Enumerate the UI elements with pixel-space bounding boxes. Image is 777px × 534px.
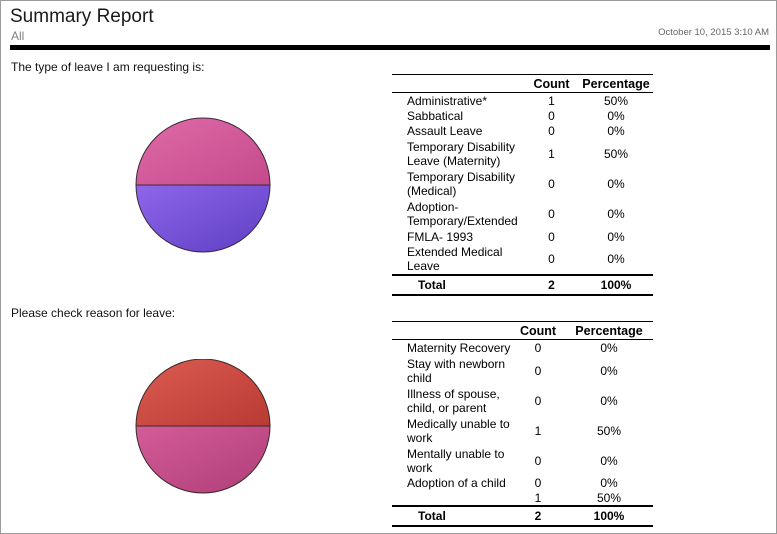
pie-chart-leave-type xyxy=(135,117,271,253)
table-row: Adoption- Temporary/Extended 0 0% xyxy=(392,199,653,229)
row-label: FMLA- 1993 xyxy=(407,229,474,244)
pie-slice-maternity xyxy=(135,117,271,186)
column-percentage-header: Percentage xyxy=(582,77,650,91)
table-row: Illness of spouse, child, or parent 0 0% xyxy=(392,386,653,416)
row-count: 0 xyxy=(534,340,542,355)
total-percentage: 100% xyxy=(600,277,632,292)
row-percentage: 0% xyxy=(600,393,618,408)
row-count: 0 xyxy=(548,124,555,138)
row-count: 1 xyxy=(534,490,542,505)
row-percentage: 0% xyxy=(600,476,618,490)
row-percentage: 0% xyxy=(600,340,618,355)
table-row: Assault Leave 0 0% xyxy=(392,124,653,139)
row-percentage: 50% xyxy=(596,423,622,438)
total-percentage: 100% xyxy=(593,508,625,523)
row-count: 0 xyxy=(534,453,542,468)
row-label: Temporary Disability (Medical) xyxy=(407,169,516,198)
row-label: Mentally unable to work xyxy=(407,446,505,475)
row-count: 0 xyxy=(548,252,555,266)
table-leave-reason: Count Percentage Maternity Recovery 0 0%… xyxy=(392,321,653,527)
row-percentage: 0% xyxy=(607,176,625,191)
row-count: 0 xyxy=(548,176,555,191)
table-leave-type: Count Percentage Administrative* 1 50% S… xyxy=(392,74,653,296)
table-total-row: Total 2 100% xyxy=(392,505,653,526)
pie-chart-leave-reason xyxy=(135,359,271,494)
row-percentage: 50% xyxy=(596,490,622,505)
row-label: Sabbatical xyxy=(407,109,464,123)
table-row: FMLA- 1993 0 0% xyxy=(392,229,653,245)
table-total-row: Total 2 100% xyxy=(392,274,653,295)
column-count-header: Count xyxy=(519,324,557,338)
row-percentage: 50% xyxy=(603,93,629,108)
total-count: 2 xyxy=(534,508,542,523)
pie-slice-administrative xyxy=(135,184,271,253)
row-label: Stay with newborn child xyxy=(407,356,506,385)
row-label: Medically unable to work xyxy=(407,416,510,445)
total-count: 2 xyxy=(548,277,555,292)
question-leave-type: The type of leave I am requesting is: xyxy=(11,60,205,74)
total-label: Total xyxy=(418,508,446,523)
row-label: Maternity Recovery xyxy=(407,340,511,355)
row-count: 0 xyxy=(548,206,555,221)
row-count: 1 xyxy=(548,93,555,108)
report-timestamp: October 10, 2015 3:10 AM xyxy=(658,27,769,38)
row-percentage: 0% xyxy=(607,252,625,266)
table-row: Maternity Recovery 0 0% xyxy=(392,340,653,356)
column-percentage-header: Percentage xyxy=(575,324,643,338)
row-percentage: 0% xyxy=(600,453,618,468)
report-filter: All xyxy=(11,29,25,43)
table-header-row: Count Percentage xyxy=(392,74,653,93)
row-percentage: 50% xyxy=(603,146,629,161)
page-title: Summary Report xyxy=(10,6,154,27)
row-label: Adoption- Temporary/Extended xyxy=(407,199,518,228)
table-row: Sabbatical 0 0% xyxy=(392,109,653,124)
table-row: Mentally unable to work 0 0% xyxy=(392,446,653,476)
row-count: 0 xyxy=(548,229,555,244)
table-row: Temporary Disability (Medical) 0 0% xyxy=(392,169,653,199)
table-row: Stay with newborn child 0 0% xyxy=(392,356,653,386)
pie-slice-medically-unable xyxy=(135,425,271,494)
row-count: 0 xyxy=(548,109,555,123)
row-label: Extended Medical Leave xyxy=(407,245,503,273)
row-percentage: 0% xyxy=(600,363,618,378)
header-divider xyxy=(10,45,770,50)
question-leave-reason: Please check reason for leave: xyxy=(11,306,176,320)
row-label: Administrative* xyxy=(407,93,488,108)
row-count: 0 xyxy=(534,393,542,408)
table-row: Medically unable to work 1 50% xyxy=(392,416,653,446)
table-row: Extended Medical Leave 0 0% xyxy=(392,245,653,275)
table-row: Adoption of a child 0 0% xyxy=(392,476,653,491)
row-count: 0 xyxy=(534,363,542,378)
table-row: Administrative* 1 50% xyxy=(392,93,653,109)
row-count: 1 xyxy=(534,423,542,438)
table-header-row: Count Percentage xyxy=(392,321,653,340)
row-count: 0 xyxy=(534,476,542,490)
row-label: Assault Leave xyxy=(407,124,483,138)
table-row: 1 50% xyxy=(392,491,653,506)
pie-slice-unlabeled xyxy=(135,359,271,427)
row-label: Temporary Disability Leave (Maternity) xyxy=(407,139,516,168)
row-label: Adoption of a child xyxy=(407,476,506,490)
total-label: Total xyxy=(418,277,446,292)
table-row: Temporary Disability Leave (Maternity) 1… xyxy=(392,139,653,169)
row-percentage: 0% xyxy=(607,124,625,138)
row-label: Illness of spouse, child, or parent xyxy=(407,386,500,415)
row-label xyxy=(403,491,511,506)
row-count: 1 xyxy=(548,146,555,161)
report-header: Summary Report All October 10, 2015 3:10… xyxy=(10,6,770,44)
row-percentage: 0% xyxy=(607,109,625,123)
row-percentage: 0% xyxy=(607,206,625,221)
column-count-header: Count xyxy=(533,77,570,91)
row-percentage: 0% xyxy=(607,229,625,244)
